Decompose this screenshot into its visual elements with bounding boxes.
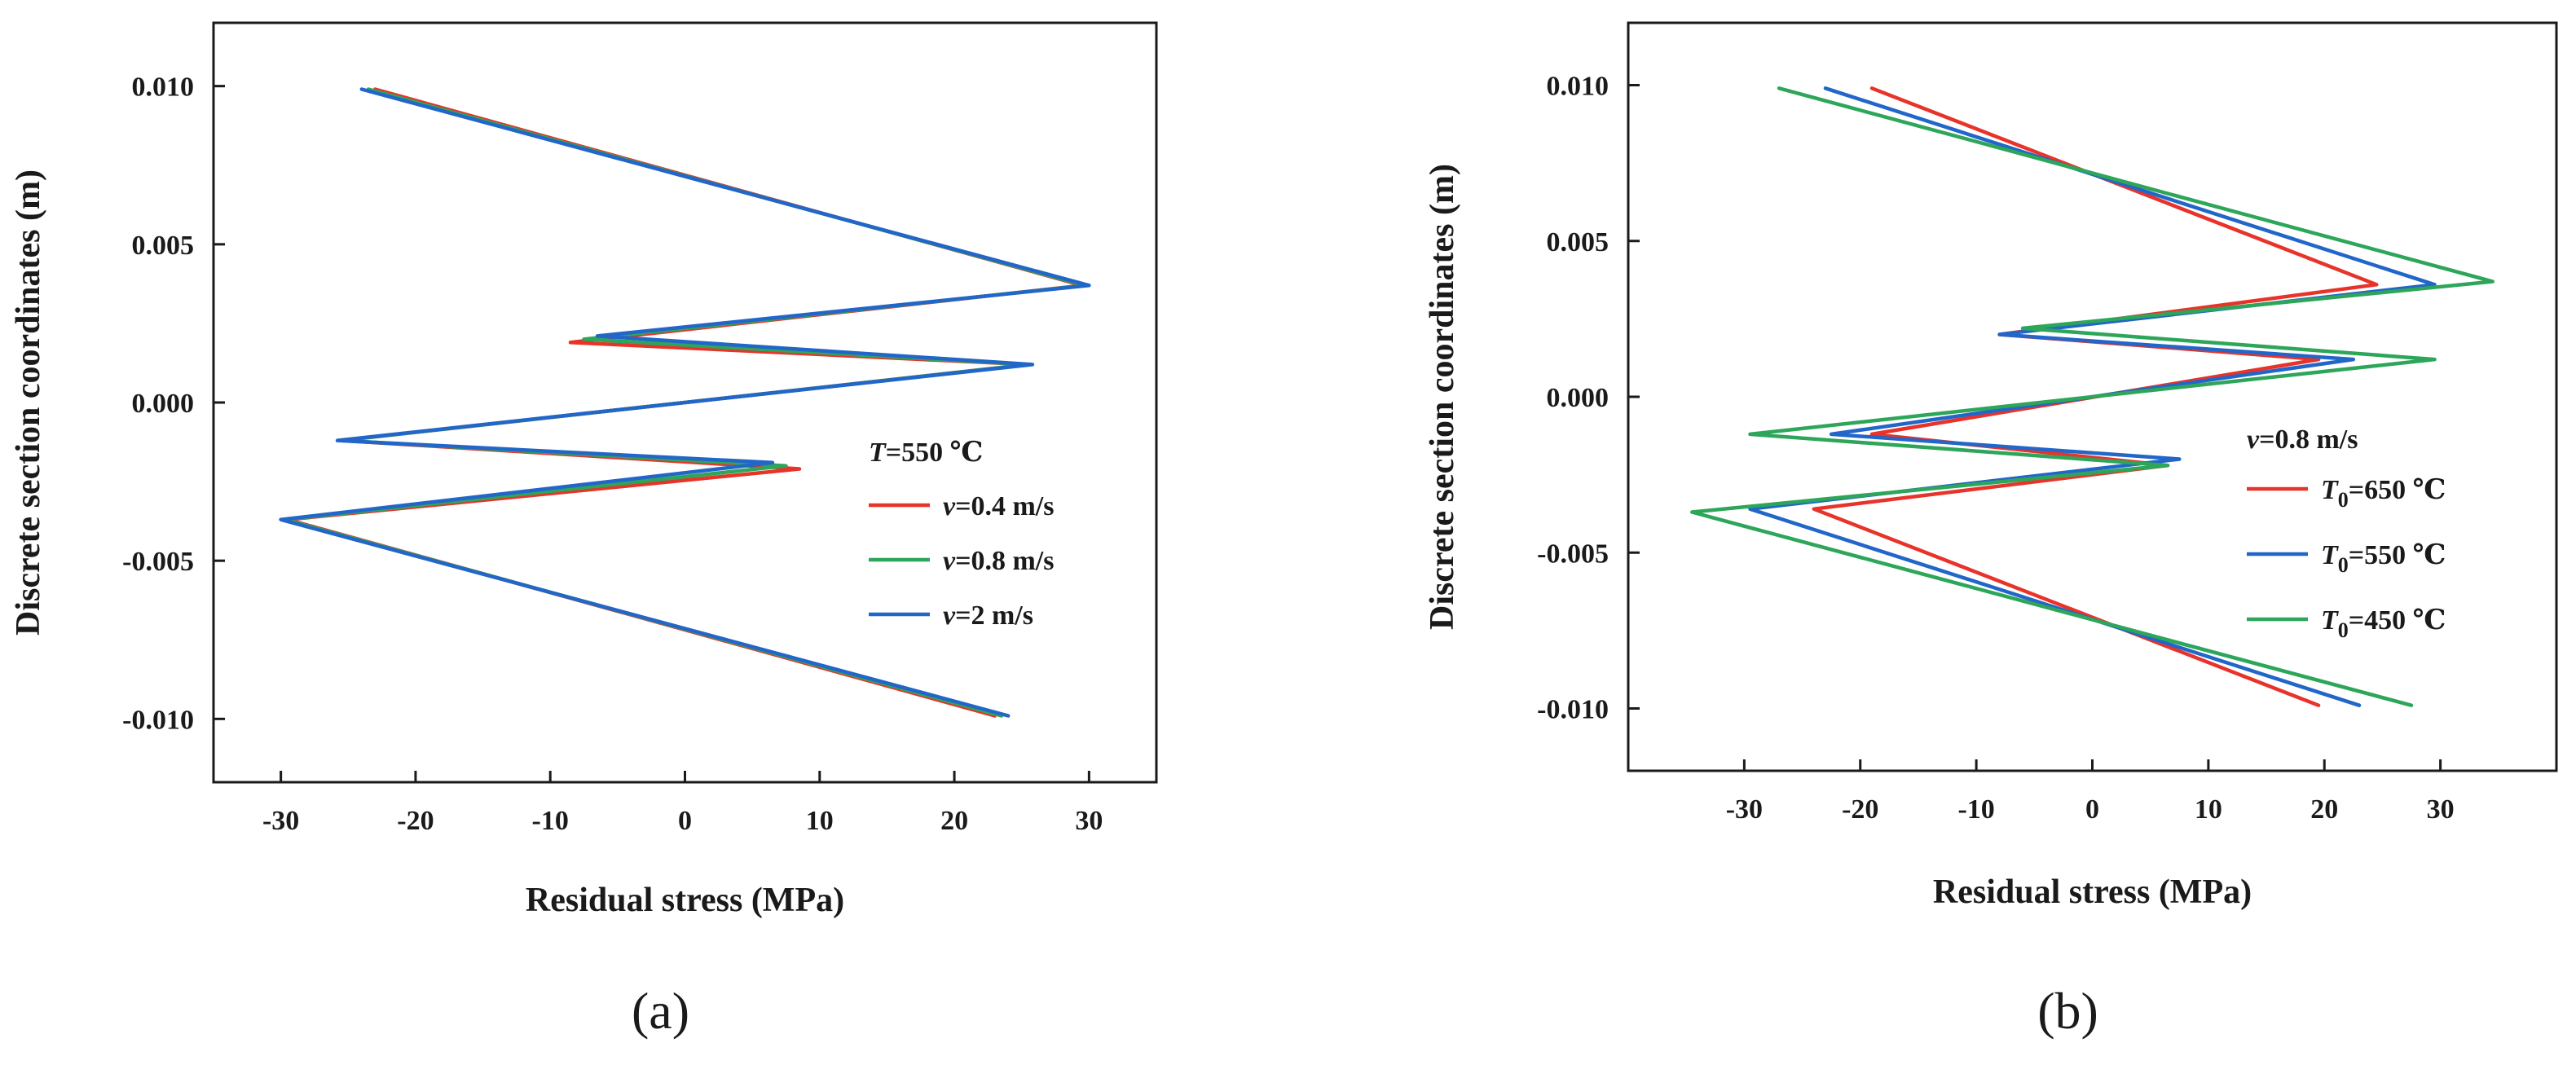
legend-label-2: v=2 m/s <box>943 600 1033 631</box>
x-tick-label: 10 <box>806 806 834 836</box>
y-tick-label: -0.005 <box>1537 539 1609 569</box>
legend-label-value: =650 ℃ <box>2349 475 2446 505</box>
legend-label-subscript: 0 <box>2338 488 2349 512</box>
legend-label-2: T0=450 ℃ <box>2321 605 2446 642</box>
x-tick-label: -30 <box>262 806 299 836</box>
x-tick-label: 0 <box>678 806 692 836</box>
legend-label-value: =550 ℃ <box>2349 540 2446 570</box>
y-tick-label: 0.010 <box>1547 72 1609 102</box>
legend-label-0: v=0.4 m/s <box>943 491 1054 521</box>
y-tick-label: 0.005 <box>132 231 195 261</box>
x-tick-label: 30 <box>2427 794 2455 825</box>
legend-label-variable: v <box>943 491 956 521</box>
series-line-2 <box>1690 86 2495 707</box>
legend-label-value: =2 m/s <box>955 600 1033 631</box>
legend: v=0.8 m/sT0=650 ℃T0=550 ℃T0=450 ℃ <box>2247 425 2446 642</box>
y-tick-label: -0.010 <box>122 705 194 735</box>
legend-title: T=550 ℃ <box>869 438 983 468</box>
panel-label: (b) <box>2037 982 2098 1040</box>
y-axis-title: Discrete section coordinates (m) <box>1424 164 1461 630</box>
x-axis-title: Residual stress (MPa) <box>526 882 844 919</box>
legend-label-1: T0=550 ℃ <box>2321 540 2446 577</box>
legend-label-subscript: 0 <box>2338 618 2349 642</box>
legend-label-value: =450 ℃ <box>2349 605 2446 636</box>
legend-title-value: =550 ℃ <box>886 438 984 468</box>
y-tick-label: 0.000 <box>1547 383 1609 413</box>
x-axis-title: Residual stress (MPa) <box>1933 873 2252 911</box>
x-tick-label: 30 <box>1075 806 1103 836</box>
chart-panel-a: -30 -20 -10 0 10 20 30 0.010 0.005 0.000 -0.005 -0.… <box>10 21 1158 1040</box>
legend: T=550 ℃v=0.4 m/sv=0.8 m/sv=2 m/s <box>869 438 1054 631</box>
x-tick-label: 20 <box>940 806 968 836</box>
x-tick-label: 20 <box>2310 794 2338 825</box>
legend-label-subscript: 0 <box>2338 553 2349 577</box>
y-tick-label: 0.005 <box>1547 227 1609 257</box>
legend-title-variable: T <box>869 438 887 468</box>
y-tick-label: 0.000 <box>132 389 195 419</box>
x-tick-label: 0 <box>2085 794 2099 825</box>
legend-label-variable: T <box>2321 605 2339 636</box>
series-line-2 <box>279 87 1091 718</box>
legend-title: v=0.8 m/s <box>2247 425 2358 455</box>
legend-label-value: =0.4 m/s <box>955 491 1054 521</box>
legend-label-1: v=0.8 m/s <box>943 546 1054 576</box>
legend-title-variable: v <box>2247 425 2260 455</box>
legend-label-0: T0=650 ℃ <box>2321 475 2446 512</box>
panel-label: (a) <box>632 982 689 1040</box>
legend-label-variable: v <box>943 546 956 576</box>
legend-label-value: =0.8 m/s <box>955 546 1054 576</box>
legend-title-value: =0.8 m/s <box>2259 425 2358 455</box>
legend-label-variable: v <box>943 600 956 631</box>
y-tick-label: -0.010 <box>1537 695 1609 725</box>
x-tick-label: 10 <box>2195 794 2222 825</box>
chart-panel-b: -30 -20 -10 0 10 20 30 0.010 0.005 0.000 -0.005 -0.… <box>1424 21 2558 1040</box>
y-tick-label: -0.005 <box>122 547 194 577</box>
legend-label-variable: T <box>2321 475 2339 505</box>
x-tick-label: -20 <box>1842 794 1878 825</box>
y-tick-label: 0.010 <box>132 73 195 103</box>
legend-label-variable: T <box>2321 540 2339 570</box>
x-tick-label: -20 <box>397 806 434 836</box>
x-tick-label: -30 <box>1726 794 1763 825</box>
y-axis-title: Discrete section coordinates (m) <box>10 169 47 636</box>
x-tick-label: -10 <box>532 806 569 836</box>
x-tick-label: -10 <box>1957 794 1994 825</box>
